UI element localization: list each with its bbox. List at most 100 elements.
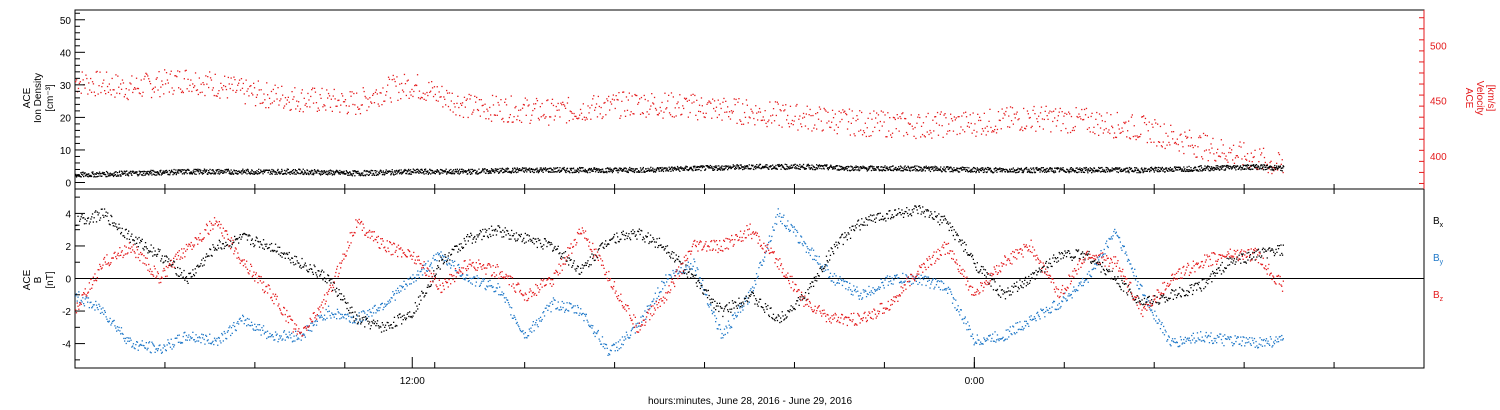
density-point xyxy=(863,166,866,168)
by-point xyxy=(912,282,914,285)
by-point xyxy=(695,274,697,276)
density-point xyxy=(686,169,688,171)
velocity-point xyxy=(253,87,256,89)
density-point xyxy=(970,168,972,171)
by-point xyxy=(481,280,483,283)
velocity-point xyxy=(928,133,930,136)
by-point xyxy=(719,324,721,326)
velocity-point xyxy=(975,135,977,137)
density-point xyxy=(172,174,174,176)
velocity-point xyxy=(716,116,718,119)
density-point xyxy=(832,166,835,168)
by-point xyxy=(580,314,583,316)
by-point xyxy=(326,317,328,319)
density-point xyxy=(149,171,152,173)
by-point xyxy=(876,289,878,291)
by-point xyxy=(332,313,334,316)
density-point xyxy=(504,169,506,172)
density-point xyxy=(1039,168,1041,170)
velocity-point xyxy=(330,98,332,100)
density-point xyxy=(293,171,295,173)
velocity-point xyxy=(445,104,447,106)
velocity-point xyxy=(660,110,662,112)
by-point xyxy=(617,349,619,352)
density-point xyxy=(511,170,513,172)
density-point xyxy=(965,169,968,171)
velocity-point xyxy=(832,117,835,119)
density-point xyxy=(292,173,294,175)
velocity-point xyxy=(1156,145,1158,147)
density-point xyxy=(831,166,833,168)
density-point xyxy=(1099,171,1102,173)
by-point xyxy=(884,279,886,281)
by-point xyxy=(829,272,832,274)
velocity-point xyxy=(1184,131,1186,133)
velocity-point xyxy=(589,107,591,109)
by-point xyxy=(450,264,453,267)
density-point xyxy=(1051,168,1053,170)
velocity-point xyxy=(977,113,979,115)
density-point xyxy=(994,168,996,170)
velocity-point xyxy=(1001,108,1003,110)
velocity-point xyxy=(327,97,329,99)
velocity-point xyxy=(474,95,476,97)
velocity-point xyxy=(785,104,787,106)
density-point xyxy=(542,171,544,173)
density-point xyxy=(788,167,790,169)
velocity-point xyxy=(722,101,724,103)
by-point xyxy=(138,345,140,347)
velocity-point xyxy=(1250,152,1252,154)
density-point xyxy=(661,169,663,171)
by-point xyxy=(605,343,607,345)
density-point xyxy=(1270,169,1272,171)
velocity-point xyxy=(309,106,311,108)
velocity-point xyxy=(314,91,317,93)
density-point xyxy=(246,170,248,172)
velocity-point xyxy=(907,122,910,124)
velocity-point xyxy=(322,106,324,108)
density-point xyxy=(977,168,979,170)
velocity-point xyxy=(1221,152,1223,154)
velocity-point xyxy=(1017,119,1019,121)
by-point xyxy=(329,314,331,317)
density-point xyxy=(525,167,527,169)
density-point xyxy=(404,168,406,171)
velocity-point xyxy=(1192,146,1194,149)
density-point xyxy=(1050,170,1052,172)
by-point xyxy=(92,304,94,306)
density-point xyxy=(1038,168,1040,171)
density-point xyxy=(757,167,759,169)
density-point xyxy=(472,170,474,172)
velocity-point xyxy=(819,108,822,110)
velocity-point xyxy=(196,89,199,91)
velocity-point xyxy=(944,113,946,115)
density-point xyxy=(740,167,742,170)
by-point xyxy=(386,303,388,305)
velocity-point xyxy=(579,108,582,111)
density-point xyxy=(807,164,809,166)
velocity-point xyxy=(522,103,525,106)
density-point xyxy=(1265,166,1267,168)
density-point xyxy=(522,167,524,169)
density-point xyxy=(1169,166,1171,169)
velocity-point xyxy=(525,114,527,116)
density-point xyxy=(708,166,710,168)
density-point xyxy=(541,170,543,172)
velocity-point xyxy=(843,111,845,113)
density-point xyxy=(1123,168,1126,170)
velocity-point xyxy=(358,108,361,110)
by-point xyxy=(548,305,551,307)
by-point xyxy=(826,265,828,267)
velocity-point xyxy=(607,100,609,102)
velocity-point xyxy=(830,126,832,129)
by-point xyxy=(554,299,556,301)
density-point xyxy=(1056,167,1058,169)
density-point xyxy=(700,165,703,168)
density-point xyxy=(1165,167,1167,169)
velocity-point xyxy=(1176,138,1178,140)
by-point xyxy=(490,285,492,287)
density-point xyxy=(106,175,108,178)
density-point xyxy=(218,168,220,171)
velocity-point xyxy=(765,122,767,124)
velocity-point xyxy=(1132,135,1134,138)
